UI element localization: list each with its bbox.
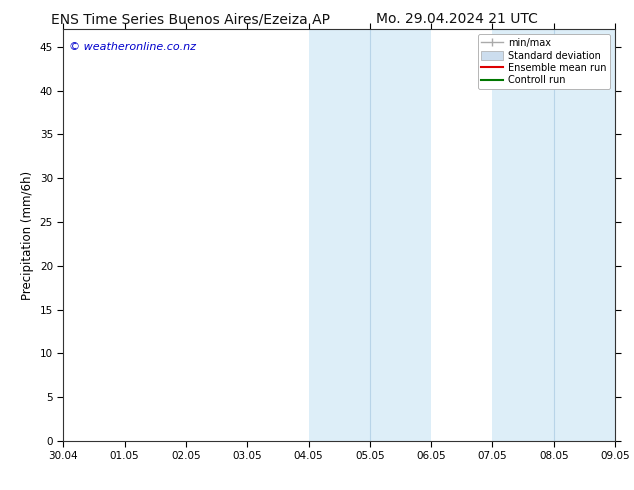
Legend: min/max, Standard deviation, Ensemble mean run, Controll run: min/max, Standard deviation, Ensemble me… [477,34,610,89]
Y-axis label: Precipitation (mm/6h): Precipitation (mm/6h) [21,171,34,300]
Bar [309,29,431,441]
Text: © weatheronline.co.nz: © weatheronline.co.nz [69,42,196,52]
Bar [493,29,615,441]
Text: ENS Time Series Buenos Aires/Ezeiza AP: ENS Time Series Buenos Aires/Ezeiza AP [51,12,330,26]
Text: Mo. 29.04.2024 21 UTC: Mo. 29.04.2024 21 UTC [375,12,538,26]
